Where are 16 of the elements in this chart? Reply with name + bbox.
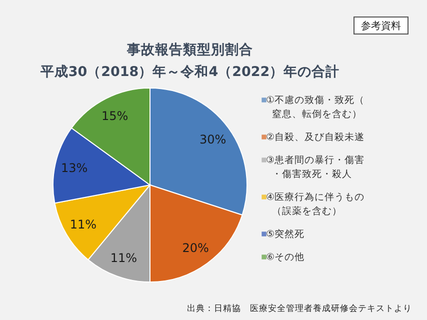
legend-label: ⑤突然死 — [266, 228, 305, 240]
chart-title: 事故報告類型別割合 — [126, 41, 253, 58]
legend-label: ⑥その他 — [266, 251, 305, 263]
data-label: 30% — [199, 132, 226, 146]
source-note: 出典：日精協 医療安全管理者養成研修会テキストより — [187, 303, 412, 314]
legend-label: ②自殺、及び自殺未遂 — [266, 131, 365, 143]
data-label: 11% — [110, 251, 138, 266]
data-label: 11% — [70, 218, 97, 232]
text: 参考資料 — [361, 20, 401, 32]
legend-label: ③患者間の暴行・傷害・傷害致死・殺人 — [266, 154, 365, 180]
data-label: 20% — [182, 240, 209, 255]
legend-label: ①不慮の致傷・致死（窒息、転倒を含む） — [266, 94, 365, 120]
chart-subtitle: 平成30（2018）年～令和4（2022）年の合計 — [39, 64, 340, 80]
legend-label: ④医療行為に伴うもの（誤薬を含む） — [266, 191, 365, 217]
data-label: 13% — [60, 161, 88, 176]
data-label: 15% — [101, 108, 128, 123]
